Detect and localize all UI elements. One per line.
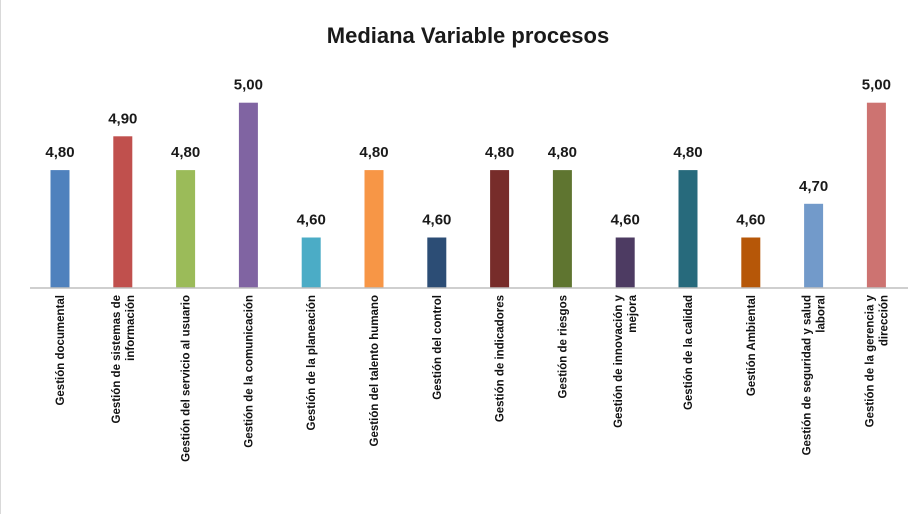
category-label-4: Gestión de la comunicación (243, 295, 255, 448)
bar-10 (615, 237, 635, 288)
bar-11 (678, 170, 698, 288)
bar-value-label-4: 5,00 (234, 77, 263, 94)
bar-4 (238, 102, 258, 288)
bar-6 (364, 170, 384, 288)
category-label-7: Gestión del control (432, 295, 444, 400)
category-label-line: Gestión de sistemas de (111, 295, 123, 423)
category-label-line: Gestión de innovación y (613, 294, 625, 428)
category-label-10: Gestión de innovación y mejora (613, 294, 639, 428)
bar-value-label-2: 4,90 (108, 110, 137, 127)
bars-layer: 4,80 4,90 4,80 5,00 4,60 4,80 4,60 4,80 4,80 4,60… (45, 77, 891, 289)
bar-value-label-12: 4,60 (736, 212, 765, 229)
category-label-line: Gestión de indicadores (495, 295, 507, 422)
category-label-line: Gestión de la comunicación (243, 295, 255, 448)
category-label-line: dirección (878, 295, 890, 346)
category-label-2: Gestión de sistemas de información (111, 295, 137, 423)
bar-value-label-13: 4,70 (799, 178, 828, 195)
category-label-9: Gestión de riesgos (557, 295, 569, 399)
category-label-line: Gestión de la calidad (683, 295, 695, 410)
category-label-line: laboral (816, 295, 828, 333)
bar-value-label-3: 4,80 (171, 144, 200, 161)
bar-9 (552, 170, 572, 288)
category-labels-layer: Gestión documental Gestión de sistemas de… (55, 294, 890, 461)
category-label-line: mejora (627, 294, 639, 332)
bar-value-label-6: 4,80 (359, 144, 388, 161)
category-label-12: Gestión Ambiental (746, 295, 758, 396)
category-label-line: Gestión de riesgos (557, 295, 569, 399)
category-label-line: Gestión de la planeación (306, 295, 318, 430)
bar-value-label-8: 4,80 (485, 144, 514, 161)
bar-13 (804, 203, 824, 289)
bar-value-label-1: 4,80 (45, 144, 74, 161)
bar-14 (866, 102, 886, 288)
category-label-8: Gestión de indicadores (495, 295, 507, 422)
bar-value-label-14: 5,00 (862, 77, 891, 94)
bar-1 (50, 170, 70, 288)
category-label-line: Gestión Ambiental (746, 295, 758, 396)
bar-5 (301, 237, 321, 288)
bar-value-label-11: 4,80 (673, 144, 702, 161)
category-label-line: Gestión del control (432, 295, 444, 400)
bar-value-label-7: 4,60 (422, 212, 451, 229)
category-label-line: Gestión de seguridad y salud (802, 295, 814, 455)
category-label-line: Gestión de la gerencia y (864, 294, 876, 427)
chart-title: Mediana Variable procesos (327, 23, 609, 48)
bar-3 (176, 170, 196, 288)
category-label-line: información (125, 295, 137, 361)
category-label-6: Gestión del talento humano (369, 295, 381, 446)
category-label-3: Gestión del servicio al usuario (181, 295, 193, 462)
category-label-line: Gestión del servicio al usuario (181, 295, 193, 462)
bar-2 (113, 136, 133, 288)
bar-value-label-9: 4,80 (548, 144, 577, 161)
bar-value-label-5: 4,60 (297, 212, 326, 229)
category-label-13: Gestión de seguridad y salud laboral (802, 295, 828, 455)
category-label-14: Gestión de la gerencia y dirección (864, 294, 890, 427)
category-label-11: Gestión de la calidad (683, 295, 695, 410)
category-label-line: Gestión del talento humano (369, 295, 381, 446)
category-label-5: Gestión de la planeación (306, 295, 318, 430)
category-label-line: Gestión documental (55, 295, 67, 406)
bar-8 (490, 170, 510, 288)
bar-7 (427, 237, 447, 288)
bar-value-label-10: 4,60 (611, 212, 640, 229)
bar-12 (741, 237, 761, 288)
category-label-1: Gestión documental (55, 295, 67, 406)
